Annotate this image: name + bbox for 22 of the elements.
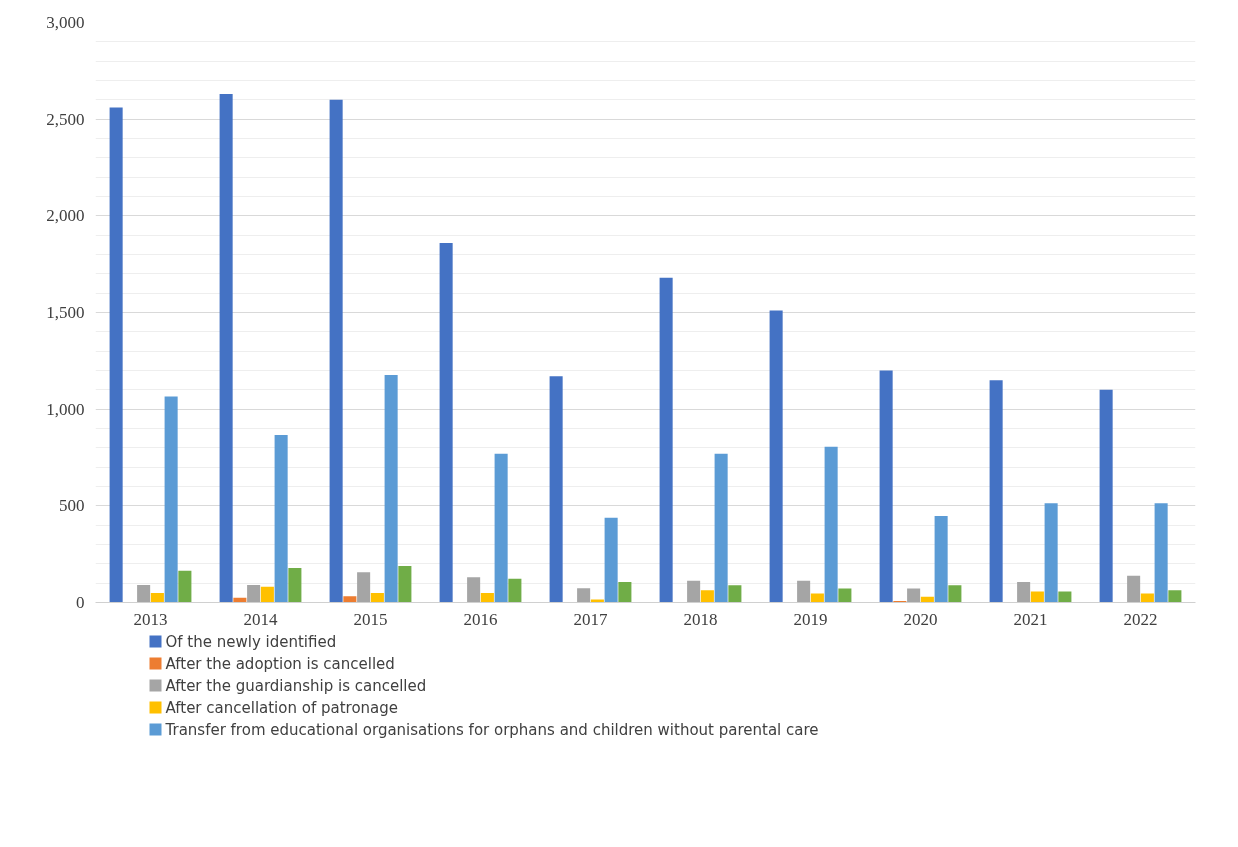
x-tick-label: 2017	[573, 609, 608, 629]
x-tick-label: 2019	[793, 609, 828, 629]
y-tick-label: 2,000	[46, 206, 85, 226]
y-tick-label: 2,500	[46, 109, 85, 129]
legend-label: Transfer from educational organisations for orphans and children without parental care	[164, 720, 819, 739]
x-tick-label: 2021	[1013, 609, 1048, 629]
legend-label: After cancellation of patronage	[165, 698, 399, 717]
x-tick-label: 2014	[243, 609, 278, 629]
y-tick-label: 1,000	[46, 399, 85, 419]
x-tick-label: 2015	[353, 609, 388, 629]
y-tick-label: 3,000	[46, 13, 85, 32]
y-tick-label: 1,500	[46, 303, 85, 322]
x-tick-label: 2013	[133, 609, 168, 629]
legend-label: Of the newly identified	[165, 632, 337, 651]
x-tick-label: 2022	[1123, 609, 1158, 629]
x-tick-label: 2020	[903, 609, 938, 629]
legend-label: After the guardianship is cancelled	[165, 676, 427, 695]
x-tick-label: 2016	[463, 609, 498, 629]
y-tick-label: 0	[76, 593, 85, 612]
x-tick-label: 2018	[683, 609, 718, 629]
legend-label: After the adoption is cancelled	[165, 654, 395, 673]
y-tick-label: 500	[59, 496, 85, 516]
